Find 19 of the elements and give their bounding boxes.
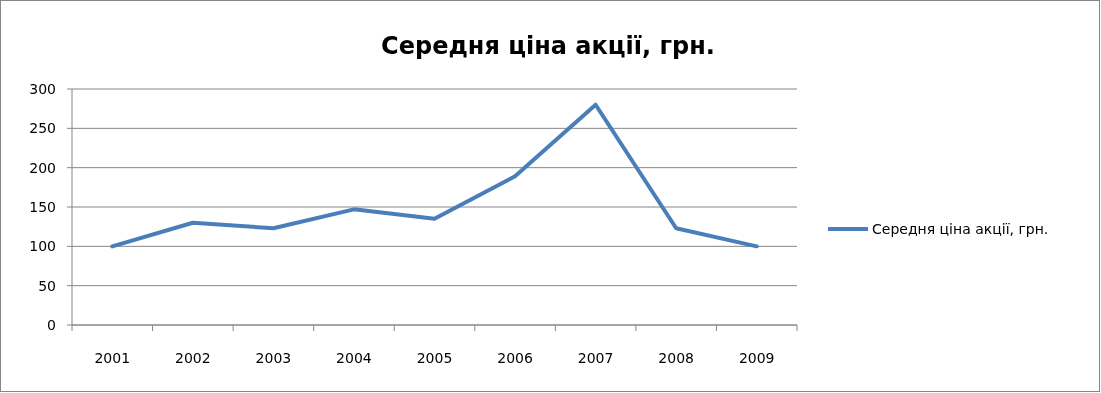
x-tick-label: 2003 [255,350,292,366]
y-tick-label: 250 [29,120,56,137]
x-tick-label: 2004 [336,350,372,366]
chart-title: Середня ціна акції, грн. [381,32,715,60]
x-tick-label: 2006 [497,350,533,366]
x-tick-label: 2002 [175,350,211,366]
legend-label: Середня ціна акції, грн. [872,220,1049,237]
x-tick-label: 2008 [658,350,694,366]
x-tick-label: 2005 [416,350,453,366]
y-tick-label: 100 [29,238,56,255]
x-tick-label: 2009 [738,350,775,366]
x-tick-label: 2001 [94,350,131,366]
y-tick-label: 200 [29,159,56,176]
y-tick-label: 0 [47,316,56,333]
x-tick-label: 2007 [577,350,614,366]
y-tick-label: 50 [38,277,56,294]
y-tick-label: 300 [29,80,56,97]
line-series [110,102,759,249]
y-tick-label: 150 [29,198,56,215]
